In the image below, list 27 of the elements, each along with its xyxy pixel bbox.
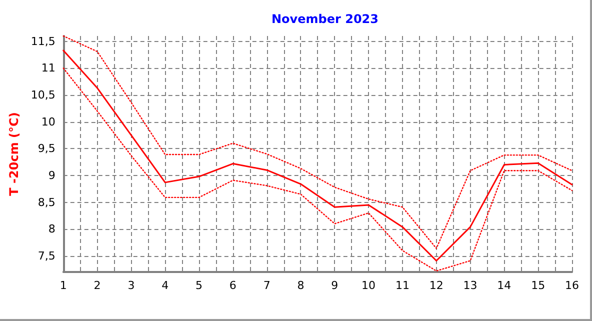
x-tick-label: 1 (60, 279, 67, 292)
x-tick-label: 7 (263, 279, 270, 292)
y-tick-label: 8,5 (38, 196, 56, 209)
x-tick-label: 11 (395, 279, 410, 292)
x-tick-label: 9 (331, 279, 338, 292)
x-tick-label: 3 (128, 279, 135, 292)
x-tick-label: 14 (497, 279, 512, 292)
x-tick-label: 4 (162, 279, 169, 292)
y-tick-label: 7,5 (38, 249, 56, 262)
x-tick-label: 12 (429, 279, 444, 292)
y-axis-title: T -20cm (°C) (7, 112, 21, 196)
x-tick-label: 10 (362, 279, 376, 292)
y-tick-label: 11 (41, 62, 56, 75)
x-tick-label: 6 (229, 279, 236, 292)
y-tick-label: 11,5 (30, 34, 56, 48)
chart-title: November 2023 (272, 12, 378, 26)
x-tick-label: 13 (463, 279, 478, 292)
y-tick-label: 10,5 (30, 88, 56, 102)
x-tick-label: 16 (565, 279, 579, 292)
y-tick-label: 8 (48, 222, 56, 236)
x-tick-label: 5 (196, 279, 203, 292)
y-tick-label: 9 (48, 168, 56, 182)
y-tick-label: 10 (41, 115, 56, 128)
x-tick-label: 2 (94, 279, 101, 292)
x-tick-label: 8 (297, 279, 304, 292)
y-tick-label: 9,5 (38, 142, 56, 156)
x-tick-label: 15 (531, 279, 546, 292)
